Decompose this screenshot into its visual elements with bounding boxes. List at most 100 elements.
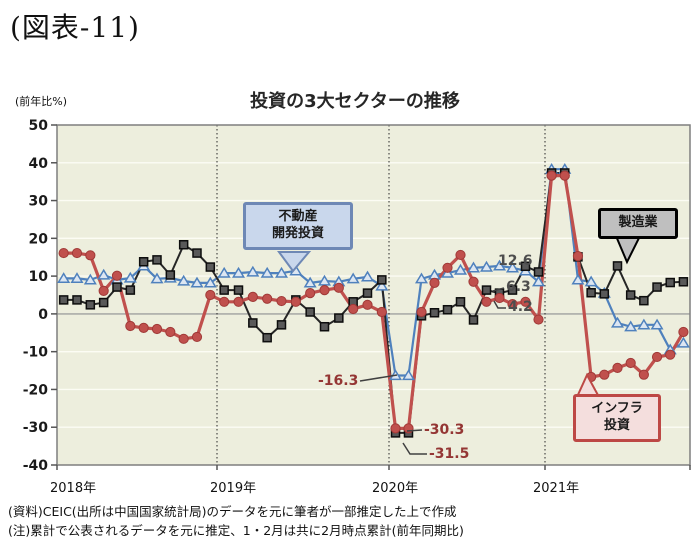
marker-infrastructure — [625, 357, 636, 369]
chart-title: 投資の3大セクターの推移 — [250, 91, 460, 112]
x-tick-2020: 2020年 — [372, 481, 419, 496]
plot-frame — [56, 124, 691, 466]
marker-manufacturing — [533, 267, 544, 277]
marker-real-estate — [190, 276, 204, 288]
marker-infrastructure — [151, 323, 163, 335]
marker-manufacturing — [481, 285, 492, 295]
marker-infrastructure — [262, 293, 273, 304]
marker-manufacturing — [665, 277, 675, 288]
marker-infrastructure — [455, 249, 466, 261]
marker-real-estate — [346, 272, 360, 284]
marker-real-estate — [479, 260, 494, 272]
marker-infrastructure — [247, 291, 258, 302]
marker-real-estate — [83, 273, 97, 285]
marker-infrastructure — [507, 298, 518, 310]
marker-real-estate — [584, 275, 598, 287]
marker-manufacturing — [205, 262, 216, 272]
annotation-minus-30-3: -30.3 — [424, 422, 465, 438]
marker-real-estate — [123, 271, 137, 283]
marker-manufacturing — [362, 288, 373, 298]
marker-real-estate — [177, 274, 191, 286]
marker-infrastructure — [468, 276, 479, 287]
callout-infrastructure: インフラ 投資 — [573, 394, 661, 442]
marker-real-estate — [260, 266, 274, 278]
callout-real-estate-line2: 開発投資 — [271, 225, 324, 241]
marker-infrastructure — [125, 320, 136, 332]
marker-real-estate — [637, 318, 651, 330]
y-tick-label: -40 — [23, 458, 49, 474]
marker-infrastructure — [416, 306, 427, 318]
marker-manufacturing — [468, 315, 479, 325]
marker-manufacturing — [72, 295, 82, 305]
marker-infrastructure — [494, 292, 505, 304]
marker-real-estate — [97, 268, 111, 280]
annotation-12-6: 12.6 — [498, 253, 533, 269]
marker-infrastructure — [205, 289, 216, 301]
marker-infrastructure — [191, 331, 203, 343]
callout-pointer-real-estate — [277, 251, 312, 273]
y-tick-label: 50 — [29, 118, 49, 134]
callout-manufacturing: 製造業 — [598, 208, 678, 239]
marker-real-estate — [571, 273, 585, 285]
marker-infrastructure — [233, 296, 244, 307]
marker-real-estate — [217, 266, 231, 278]
marker-manufacturing — [586, 287, 596, 298]
y-axis-unit-label: (前年比%) — [15, 95, 68, 108]
marker-real-estate — [414, 272, 429, 284]
marker-real-estate — [317, 274, 332, 286]
marker-manufacturing — [442, 304, 453, 315]
marker-real-estate — [57, 272, 71, 284]
marker-infrastructure — [178, 333, 189, 344]
y-tick-label: 40 — [29, 156, 49, 172]
callout-real-estate: 不動産 開発投資 — [243, 202, 353, 250]
marker-manufacturing — [152, 255, 162, 265]
marker-infrastructure — [319, 284, 330, 296]
marker-manufacturing — [192, 248, 202, 258]
marker-infrastructure — [546, 170, 557, 181]
marker-infrastructure — [481, 296, 492, 307]
marker-manufacturing — [507, 285, 518, 295]
marker-real-estate — [303, 276, 317, 288]
marker-real-estate — [676, 336, 690, 348]
marker-infrastructure — [219, 296, 230, 307]
annotation-6-3: 6.3 — [506, 279, 531, 295]
marker-manufacturing — [98, 297, 109, 308]
marker-infrastructure — [651, 351, 663, 363]
marker-real-estate — [375, 279, 389, 291]
marker-infrastructure — [533, 314, 544, 325]
marker-real-estate — [466, 261, 481, 273]
marker-infrastructure — [599, 369, 610, 380]
callout-infrastructure-line1: インフラ — [591, 401, 643, 416]
marker-manufacturing — [678, 277, 689, 287]
marker-infrastructure — [638, 369, 649, 380]
marker-infrastructure — [572, 250, 584, 262]
marker-manufacturing — [377, 275, 387, 285]
y-tick-label: 20 — [29, 231, 49, 247]
marker-infrastructure — [429, 277, 440, 289]
marker-manufacturing — [178, 240, 189, 250]
marker-infrastructure — [71, 247, 83, 259]
marker-real-estate — [360, 270, 375, 282]
y-tick-label: 10 — [29, 269, 49, 285]
marker-real-estate — [70, 272, 84, 284]
y-tick-label: 30 — [29, 194, 49, 210]
marker-infrastructure — [290, 296, 301, 307]
marker-manufacturing — [138, 257, 149, 267]
marker-infrastructure — [98, 285, 109, 296]
x-tick-2018: 2018年 — [50, 481, 97, 496]
marker-manufacturing — [334, 313, 344, 323]
marker-infrastructure — [85, 250, 96, 261]
marker-real-estate — [231, 266, 246, 278]
marker-real-estate — [453, 263, 468, 275]
marker-real-estate — [624, 320, 638, 332]
marker-infrastructure — [276, 295, 287, 307]
y-tick-label: -30 — [23, 420, 49, 436]
marker-infrastructure — [520, 296, 531, 307]
marker-infrastructure — [559, 170, 570, 181]
marker-manufacturing — [612, 261, 623, 271]
annotation-leader-lines — [359, 287, 506, 455]
marker-real-estate — [150, 272, 164, 284]
marker-manufacturing — [219, 285, 229, 295]
marker-real-estate — [401, 369, 416, 381]
marker-manufacturing — [125, 285, 136, 295]
